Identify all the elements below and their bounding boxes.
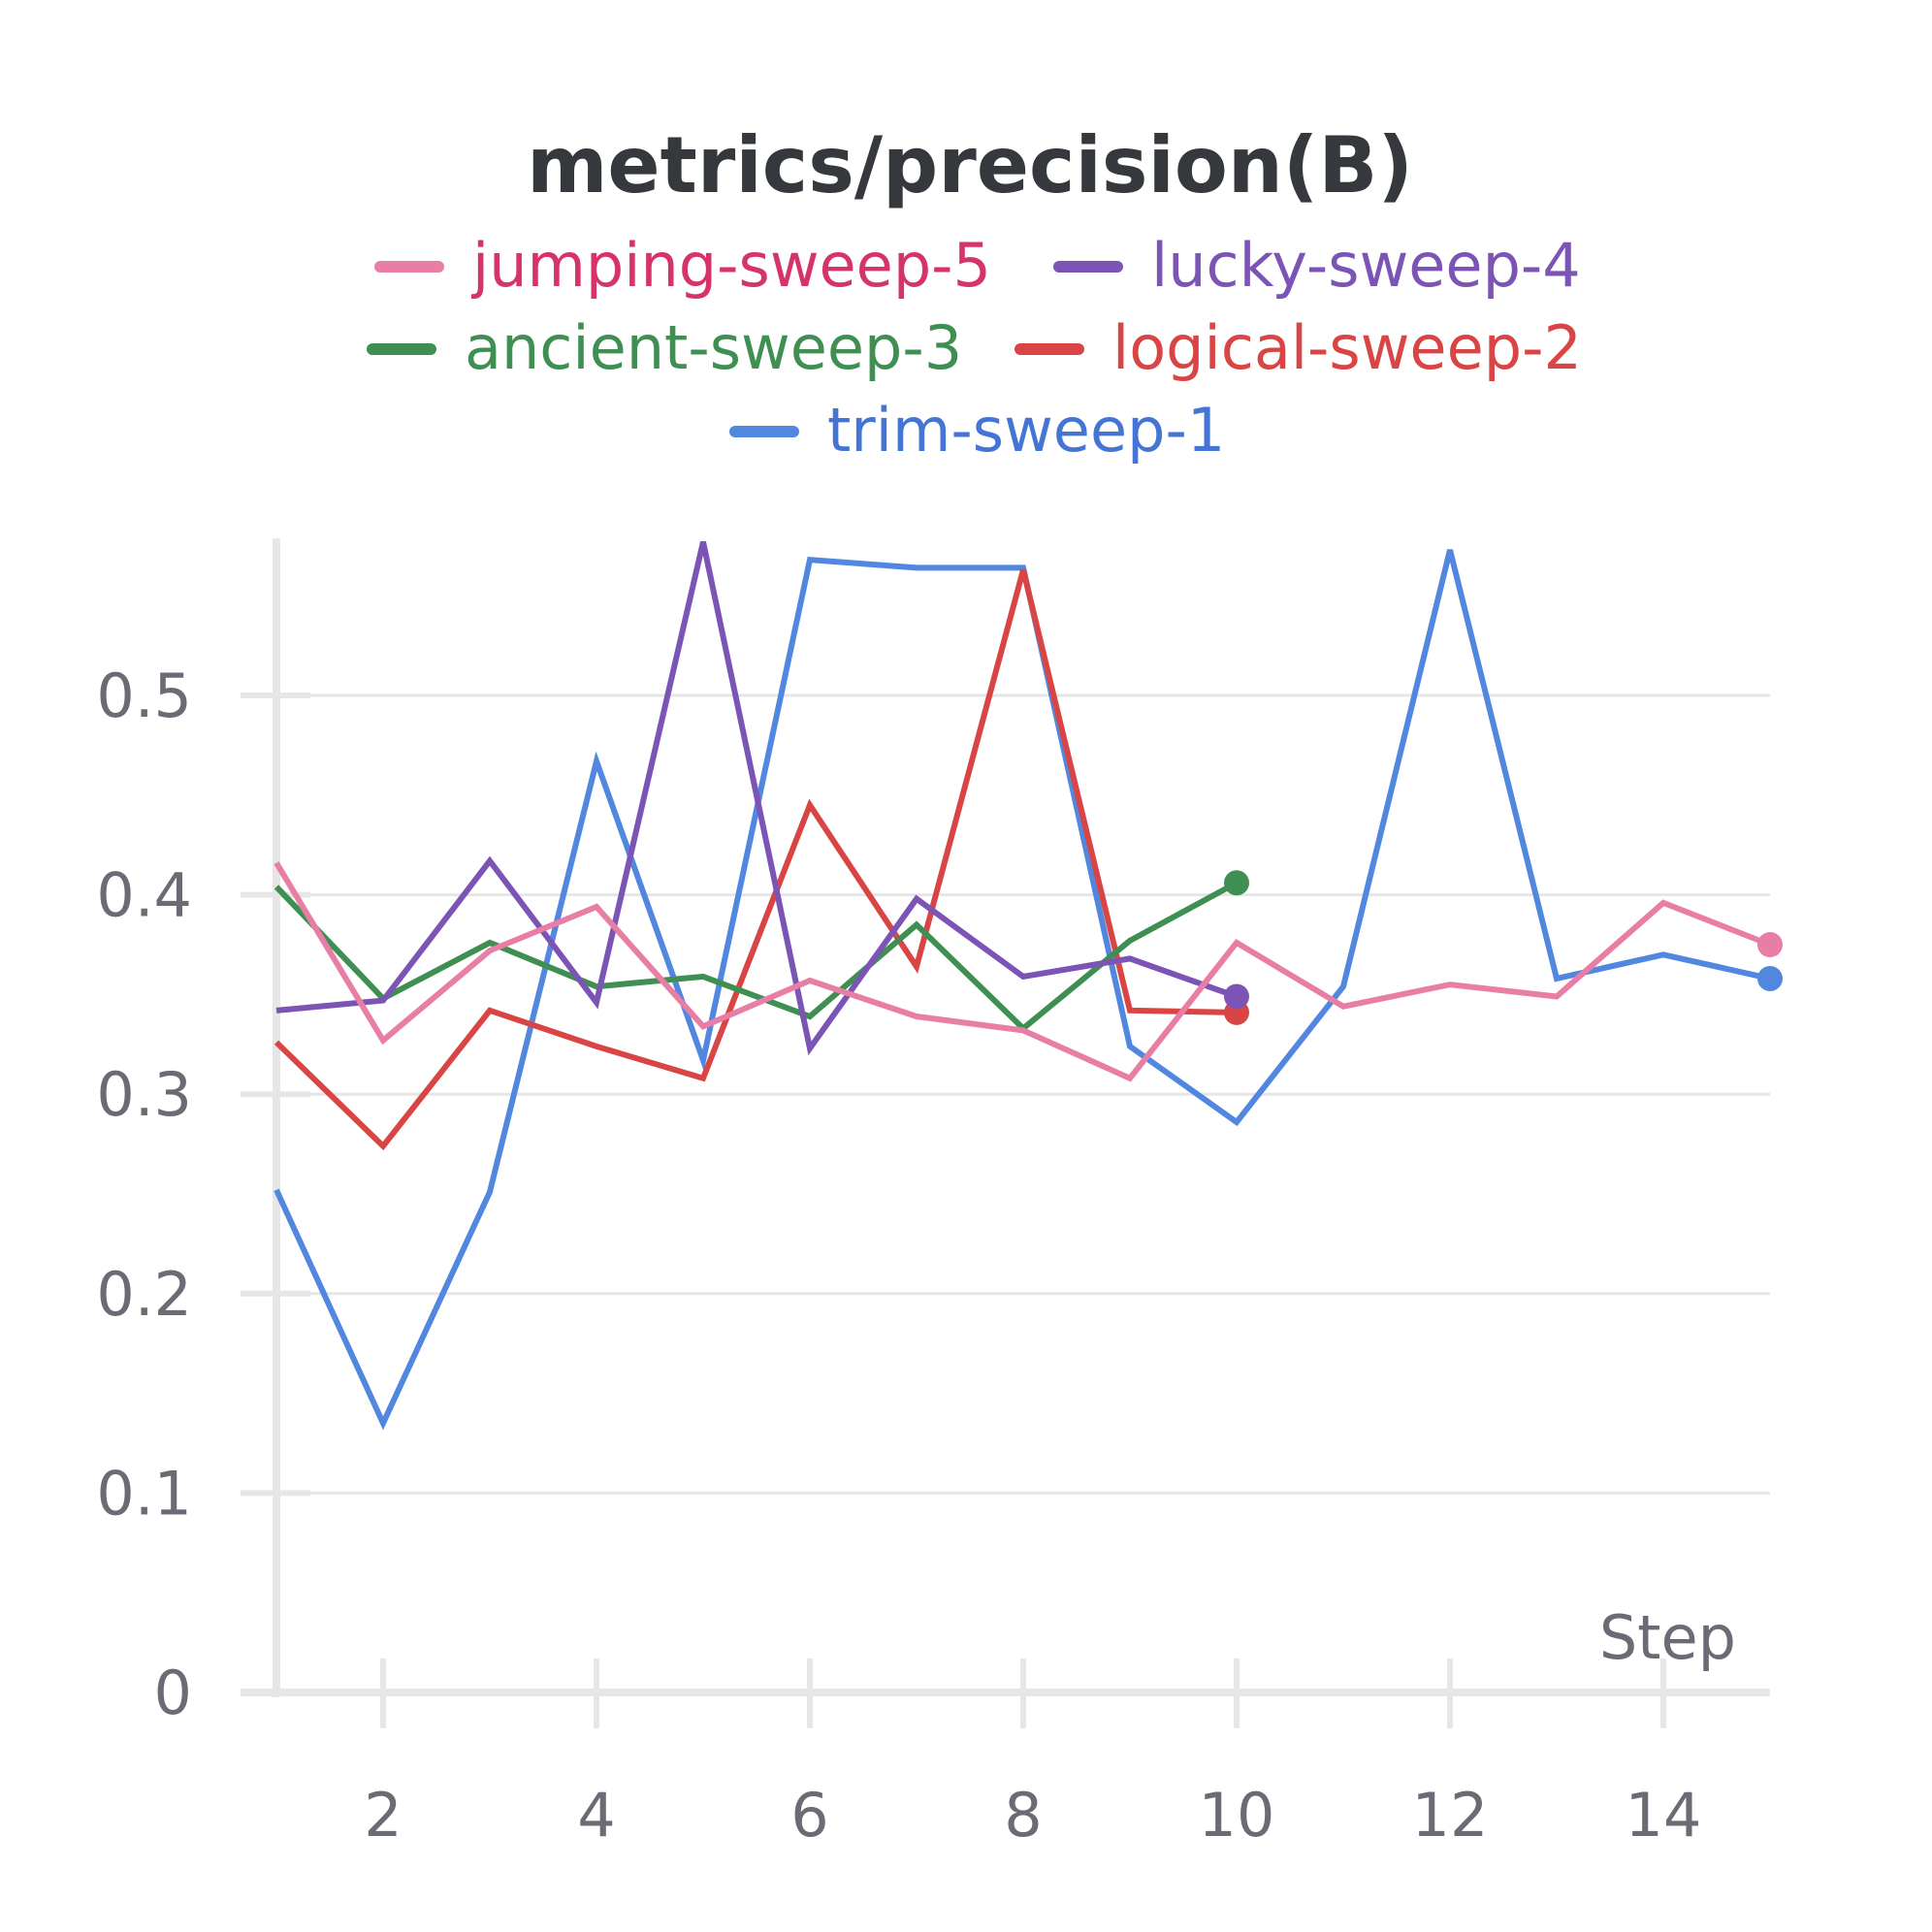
x-tick-label-6: 14	[1626, 1780, 1702, 1851]
series-0-point-11	[1447, 982, 1453, 987]
series-0-point-12	[1554, 993, 1560, 999]
series-line-3	[274, 568, 1238, 1151]
x-tick-label-1: 4	[577, 1780, 615, 1851]
series-4-point-0	[274, 1187, 279, 1193]
series-1-point-0	[274, 1008, 279, 1014]
series-0-point-14	[1757, 932, 1783, 957]
series-4-point-10	[1340, 983, 1346, 989]
series-4-point-9	[1234, 1119, 1240, 1125]
series-2-point-0	[274, 884, 279, 889]
series-4-point-3	[594, 758, 599, 764]
series-2-point-6	[914, 921, 919, 927]
series-1-point-5	[807, 1046, 813, 1051]
series-0-point-4	[700, 1023, 706, 1029]
series-layer	[274, 539, 1783, 1431]
series-0-point-1	[380, 1038, 386, 1044]
axes: 0 0.1 0.2 0.3 0.4 0.5 2 4 6 8 10 12 14	[96, 538, 1770, 1851]
legend: jumping-sweep-5 lucky-sweep-4 ancient-swee…	[367, 230, 1582, 466]
series-3-point-7	[1020, 566, 1026, 572]
series-0-point-10	[1340, 1004, 1346, 1010]
x-tick-label-2: 6	[790, 1780, 828, 1851]
x-tick-label-0: 2	[364, 1780, 402, 1851]
y-tick-label-1: 0.1	[96, 1458, 192, 1529]
series-4-point-12	[1554, 976, 1560, 982]
series-4-point-11	[1447, 547, 1453, 553]
y-tick-label-0: 0	[154, 1658, 192, 1728]
legend-label-2: ancient-sweep-3	[465, 312, 962, 383]
series-4-point-5	[807, 557, 813, 563]
series-1-point-6	[914, 896, 919, 902]
series-1-point-3	[594, 1000, 599, 1006]
series-2-point-8	[1127, 938, 1133, 944]
series-line-1	[275, 541, 1239, 1056]
series-1-point-8	[1127, 955, 1133, 961]
series-1-point-2	[487, 858, 493, 864]
series-4-point-2	[487, 1189, 493, 1195]
y-tick-label-2: 0.2	[96, 1259, 192, 1330]
series-1-point-4	[700, 539, 706, 545]
x-axis-title: Step	[1599, 1602, 1736, 1673]
series-3-point-3	[594, 1044, 599, 1049]
series-0-point-6	[914, 1014, 919, 1019]
series-2-point-9	[1224, 870, 1249, 896]
series-1-point-1	[380, 998, 386, 1004]
series-3-point-1	[380, 1143, 386, 1149]
grid-lines	[276, 693, 1770, 1495]
series-3-point-6	[914, 964, 919, 970]
series-3-point-0	[274, 1040, 279, 1046]
series-0-point-5	[807, 978, 813, 983]
legend-item-4[interactable]: trim-sweep-1	[729, 395, 1225, 466]
series-4-point-4	[700, 1057, 706, 1063]
legend-item-2[interactable]: ancient-sweep-3	[367, 312, 962, 383]
series-4-point-1	[380, 1420, 386, 1426]
x-tick-label-4: 10	[1199, 1780, 1275, 1851]
legend-label-1: lucky-sweep-4	[1151, 230, 1581, 301]
y-tick-label-3: 0.3	[96, 1059, 192, 1130]
x-tick-label-3: 8	[1004, 1780, 1042, 1851]
series-2-point-2	[487, 940, 493, 946]
series-3-point-5	[807, 802, 813, 808]
series-2-point-5	[807, 1014, 813, 1019]
series-3-point-2	[487, 1008, 493, 1014]
series-0-point-2	[487, 948, 493, 953]
series-line-2	[274, 880, 1239, 1033]
series-2-point-4	[700, 974, 706, 980]
legend-item-3[interactable]: logical-sweep-2	[1014, 312, 1582, 383]
series-4-point-6	[914, 564, 919, 570]
series-0-point-9	[1234, 940, 1240, 946]
series-0-point-0	[274, 860, 279, 866]
y-tick-label-4: 0.4	[96, 860, 192, 931]
series-4-point-8	[1127, 1044, 1133, 1049]
legend-item-1[interactable]: lucky-sweep-4	[1053, 230, 1581, 301]
series-line-0	[274, 861, 1772, 1082]
series-4-point-13	[1660, 951, 1666, 957]
series-line-4	[274, 549, 1771, 1431]
legend-label-0: jumping-sweep-5	[470, 230, 991, 301]
y-tick-label-5: 0.5	[96, 660, 192, 731]
legend-item-0[interactable]: jumping-sweep-5	[374, 230, 991, 301]
series-3-point-4	[700, 1076, 706, 1081]
x-tick-label-5: 12	[1412, 1780, 1489, 1851]
legend-label-4: trim-sweep-1	[827, 395, 1225, 466]
chart-title: metrics/precision(B)	[527, 120, 1413, 210]
series-3-point-8	[1127, 1008, 1133, 1014]
series-0-point-7	[1020, 1027, 1026, 1033]
series-1-point-9	[1224, 983, 1249, 1010]
series-0-point-3	[594, 904, 599, 910]
series-4-point-14	[1757, 965, 1783, 991]
series-1-point-7	[1020, 974, 1026, 980]
series-0-point-8	[1127, 1076, 1133, 1081]
series-0-point-13	[1660, 900, 1666, 906]
legend-label-3: logical-sweep-2	[1112, 312, 1582, 383]
